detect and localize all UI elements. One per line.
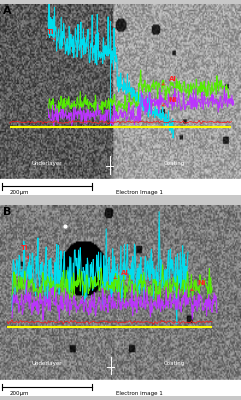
Text: B: B	[3, 207, 11, 217]
Text: Al: Al	[114, 270, 128, 279]
Bar	[0, 179, 241, 195]
Text: Ni: Ni	[162, 97, 177, 106]
Text: Al: Al	[162, 76, 177, 85]
Bar	[0, 380, 241, 396]
Text: A: A	[3, 6, 12, 16]
Text: Coating: Coating	[164, 362, 185, 366]
Text: 200μm: 200μm	[10, 190, 29, 195]
Text: Ti: Ti	[20, 245, 29, 258]
Text: Electron image 1: Electron image 1	[116, 391, 162, 396]
Text: 200μm: 200μm	[10, 391, 29, 396]
Text: Electron Image 1: Electron Image 1	[116, 190, 163, 195]
Text: Ni: Ni	[191, 280, 206, 290]
Text: Underlayer: Underlayer	[31, 161, 62, 166]
Text: Ti: Ti	[47, 29, 55, 40]
Text: Underlayer: Underlayer	[31, 362, 62, 366]
Text: Coating: Coating	[164, 161, 185, 166]
